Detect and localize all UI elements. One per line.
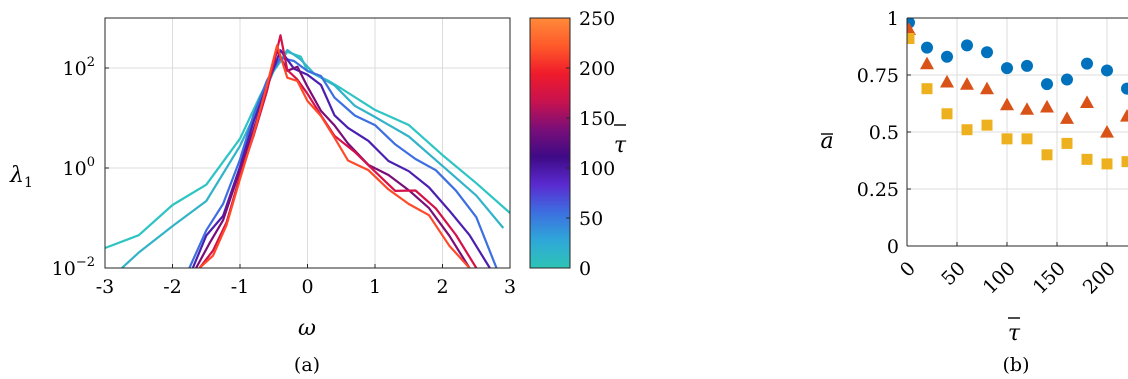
x-tick-label: -2 <box>163 276 182 298</box>
y-tick-label: 10−2 <box>52 255 95 280</box>
colorbar-tick-label: 150 <box>579 108 615 130</box>
x-ticks-b: 0 50 100 150 200 <box>896 242 1120 299</box>
scatter-point-square <box>1041 149 1053 161</box>
scatter-point-triangle <box>940 74 954 88</box>
x-tick-label: 50 <box>937 257 970 290</box>
colorbar-tick-label: 250 <box>579 8 615 30</box>
x-tick-label: 0 <box>896 257 920 281</box>
panel-a: -3 -2 -1 0 1 2 3 10−2 100 102 ω λ1 250 200 150 100 5… <box>9 8 627 376</box>
colorbar-gradient <box>529 17 571 269</box>
scatter-point-square <box>1101 158 1113 170</box>
scatter-point-square <box>941 108 953 120</box>
caption-a: (a) <box>294 354 320 376</box>
series-line <box>188 56 498 268</box>
svg-text:τ: τ <box>614 133 627 158</box>
x-tick-label: 3 <box>504 276 516 298</box>
y-tick-label: 0 <box>887 236 899 258</box>
scatter-point-circle <box>941 50 953 63</box>
scatter-point-square <box>981 119 993 131</box>
scatter-point-triangle <box>960 77 974 90</box>
scatter-point-circle <box>1001 62 1013 75</box>
y-ticks-a: 10−2 100 102 <box>52 55 109 280</box>
scatter-point-triangle <box>1120 109 1128 122</box>
scatter-point-triangle <box>920 56 934 70</box>
scatter-point-triangle <box>1020 102 1034 115</box>
colorbar: 250 200 150 100 50 0 τ <box>529 8 627 280</box>
scatter-point-circle <box>1121 82 1128 95</box>
y-ticks-b: 0 0.25 0.5 0.75 1 <box>857 8 911 258</box>
scatter-point-circle <box>921 41 933 54</box>
scatter-point-square <box>907 33 915 45</box>
x-tick-label: -3 <box>96 276 115 298</box>
x-tick-label: 200 <box>1079 257 1120 298</box>
x-tick-label: 2 <box>436 276 448 298</box>
scatter-point-circle <box>1041 78 1053 91</box>
colorbar-tick-label: 0 <box>579 258 591 280</box>
series-lines-a <box>105 34 510 268</box>
y-tick-label: 0.5 <box>869 122 899 144</box>
scatter-point-square <box>961 124 973 136</box>
scatter-point-triangle <box>980 81 994 95</box>
scatter-point-circle <box>1081 57 1093 70</box>
scatter-point-square <box>921 83 933 95</box>
x-ticks-a: -3 -2 -1 0 1 2 3 <box>96 264 516 298</box>
colorbar-tick-label: 100 <box>579 158 615 180</box>
y-axis-label-b: a <box>820 129 833 154</box>
y-axis-label-a: λ1 <box>9 163 33 191</box>
scatter-point-square <box>1121 156 1128 168</box>
x-tick-label: 150 <box>1029 257 1070 298</box>
x-tick-label: -1 <box>231 276 250 298</box>
colorbar-tick-label: 200 <box>579 58 615 80</box>
scatter-point-circle <box>1021 59 1033 72</box>
svg-text:τ: τ <box>1008 321 1021 346</box>
caption-b: (b) <box>1003 354 1030 376</box>
series-points-b <box>907 18 1128 170</box>
scatter-point-circle <box>961 39 973 52</box>
scatter-point-triangle <box>1000 97 1014 111</box>
colorbar-ticks: 250 200 150 100 50 0 <box>566 8 615 280</box>
y-tick-label: 0.25 <box>857 179 899 201</box>
scatter-point-square <box>1001 133 1013 145</box>
scatter-point-square <box>1061 137 1073 149</box>
scatter-point-triangle <box>1060 111 1074 124</box>
series-line <box>105 50 510 250</box>
y-tick-label: 102 <box>63 55 95 80</box>
scatter-point-circle <box>1101 64 1113 77</box>
colorbar-tick-label: 50 <box>579 208 603 230</box>
scatter-point-circle <box>981 46 993 59</box>
scatter-point-triangle <box>1080 95 1094 108</box>
x-axis-label-a: ω <box>298 316 316 341</box>
scatter-point-triangle <box>1100 125 1114 138</box>
scatter-point-square <box>1081 153 1093 165</box>
x-axis-label-b: τ <box>1008 317 1021 346</box>
y-tick-label: 1 <box>887 8 899 30</box>
scatter-point-triangle <box>1040 99 1054 113</box>
y-tick-label: 0.75 <box>857 65 899 87</box>
scatter-point-triangle <box>907 22 916 35</box>
y-tick-label: 100 <box>63 155 95 180</box>
x-tick-label: 0 <box>301 276 313 298</box>
scatter-point-circle <box>1061 73 1073 86</box>
series-line <box>121 48 505 268</box>
x-tick-label: 100 <box>979 257 1020 298</box>
x-tick-label: 1 <box>369 276 381 298</box>
series-line <box>198 44 471 268</box>
svg-text:a: a <box>820 129 833 154</box>
scatter-point-square <box>1021 133 1033 145</box>
colorbar-label: τ <box>614 124 627 158</box>
panel-b: 0 50 100 150 200 0 0.25 0.5 0.75 1 τ a (b) <box>820 8 1128 376</box>
